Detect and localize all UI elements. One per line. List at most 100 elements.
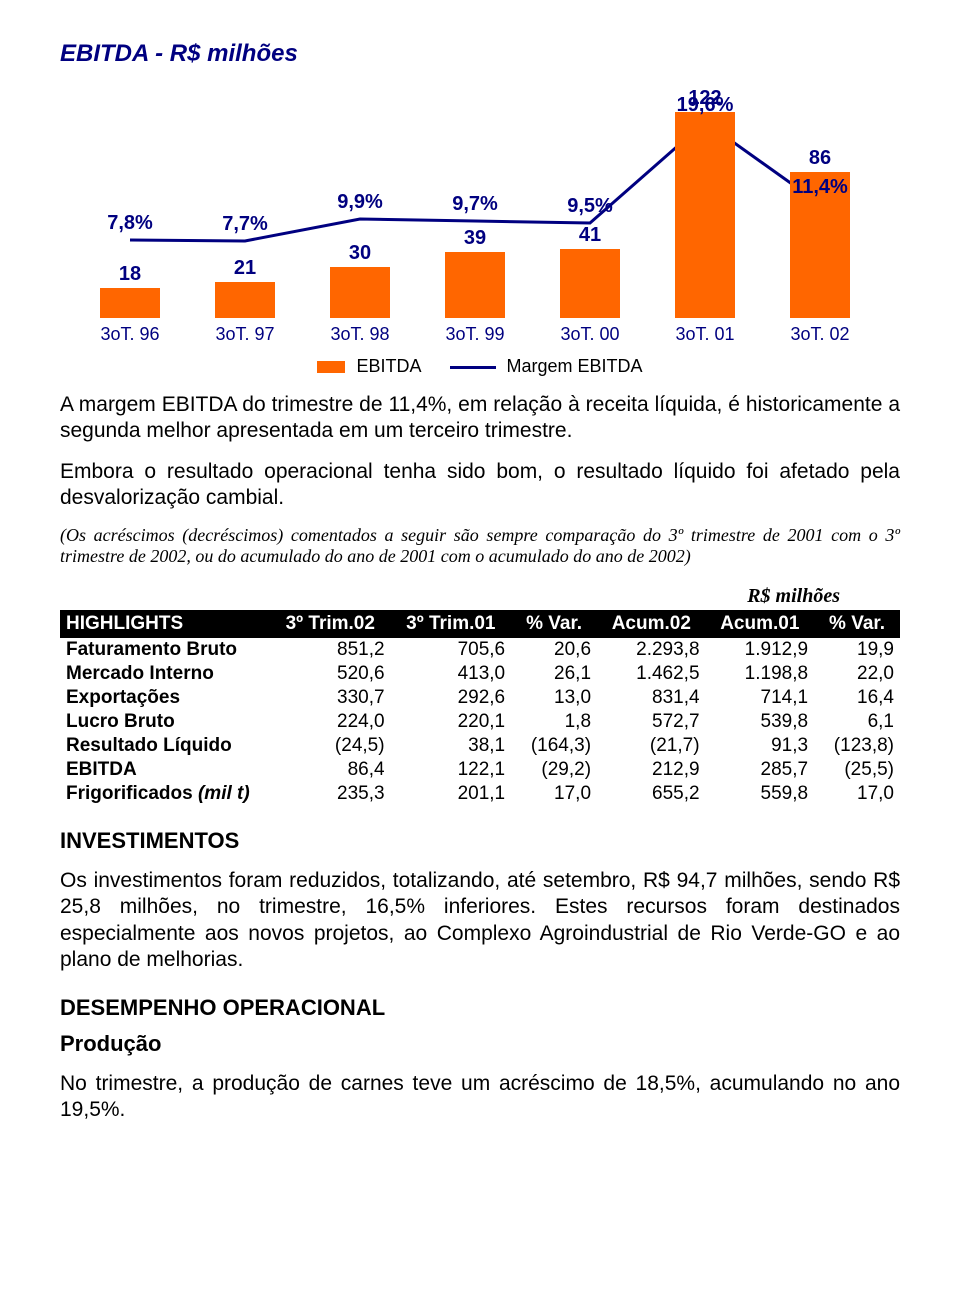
bar-3oT.97: 21 (215, 257, 275, 318)
pct-label: 7,8% (107, 212, 153, 235)
paragraph-resultado: Embora o resultado operacional tenha sid… (60, 459, 900, 512)
table-cell: 6,1 (814, 710, 900, 734)
table-cell: 559,8 (706, 782, 815, 806)
row-label: Frigorificados (mil t) (60, 782, 270, 806)
table-row: Faturamento Bruto851,2705,620,62.293,81.… (60, 638, 900, 662)
xaxis-label: 3oT. 97 (215, 324, 274, 345)
section-investimentos-body: Os investimentos foram reduzidos, totali… (60, 868, 900, 973)
table-cell: 292,6 (391, 686, 512, 710)
bar-rect (330, 267, 390, 318)
legend-bar-label: EBITDA (356, 356, 420, 376)
table-cell: 705,6 (391, 638, 512, 662)
table-cell: 91,3 (706, 734, 815, 758)
bar-value-label: 21 (234, 257, 256, 280)
table-header: % Var. (814, 610, 900, 638)
table-cell: 413,0 (391, 662, 512, 686)
table-cell: 26,1 (511, 662, 597, 686)
table-cell: 655,2 (597, 782, 706, 806)
table-cell: 22,0 (814, 662, 900, 686)
table-header: HIGHLIGHTS (60, 610, 270, 638)
table-cell: (164,3) (511, 734, 597, 758)
pct-label: 7,7% (222, 213, 268, 236)
section-producao-body: No trimestre, a produção de carnes teve … (60, 1071, 900, 1124)
table-header: Acum.01 (706, 610, 815, 638)
bar-rect (100, 288, 160, 318)
highlights-table: HIGHLIGHTS3º Trim.023º Trim.01% Var.Acum… (60, 610, 900, 806)
table-cell: 1,8 (511, 710, 597, 734)
table-cell: 714,1 (706, 686, 815, 710)
pct-label: 9,9% (337, 191, 383, 214)
pct-label: 9,5% (567, 195, 613, 218)
row-label: Exportações (60, 686, 270, 710)
table-cell: 16,4 (814, 686, 900, 710)
table-header: Acum.02 (597, 610, 706, 638)
legend-line-swatch (450, 366, 496, 369)
bar-rect (560, 249, 620, 318)
table-cell: (21,7) (597, 734, 706, 758)
paragraph-note-italic: (Os acréscimos (decréscimos) comentados … (60, 525, 900, 567)
table-cell: 220,1 (391, 710, 512, 734)
table-cell: (24,5) (270, 734, 391, 758)
table-cell: 19,9 (814, 638, 900, 662)
table-cell: 539,8 (706, 710, 815, 734)
table-row: Frigorificados (mil t)235,3201,117,0655,… (60, 782, 900, 806)
xaxis-label: 3oT. 01 (675, 324, 734, 345)
table-cell: (29,2) (511, 758, 597, 782)
row-label: Lucro Bruto (60, 710, 270, 734)
bar-value-label: 86 (809, 147, 831, 170)
pct-label: 9,7% (452, 193, 498, 216)
row-label: Resultado Líquido (60, 734, 270, 758)
table-cell: 235,3 (270, 782, 391, 806)
bar-3oT.02: 86 (790, 147, 850, 318)
table-row: Resultado Líquido(24,5)38,1(164,3)(21,7)… (60, 734, 900, 758)
legend-bar-swatch (317, 361, 345, 373)
bar-rect (675, 112, 735, 318)
table-cell: 17,0 (511, 782, 597, 806)
table-cell: 851,2 (270, 638, 391, 662)
table-cell: 212,9 (597, 758, 706, 782)
table-header: % Var. (511, 610, 597, 638)
table-row: Exportações330,7292,613,0831,4714,116,4 (60, 686, 900, 710)
bar-value-label: 30 (349, 242, 371, 265)
bar-3oT.96: 18 (100, 263, 160, 318)
table-cell: 520,6 (270, 662, 391, 686)
bar-value-label: 41 (579, 224, 601, 247)
row-label: Faturamento Bruto (60, 638, 270, 662)
table-cell: 831,4 (597, 686, 706, 710)
bar-rect (215, 282, 275, 318)
chart-legend: EBITDA Margem EBITDA (70, 356, 890, 377)
table-cell: 122,1 (391, 758, 512, 782)
bar-rect (445, 252, 505, 318)
table-cell: 20,6 (511, 638, 597, 662)
table-cell: 2.293,8 (597, 638, 706, 662)
paragraph-margin-ebitda: A margem EBITDA do trimestre de 11,4%, e… (60, 392, 900, 445)
table-cell: (25,5) (814, 758, 900, 782)
table-cell: 201,1 (391, 782, 512, 806)
bar-3oT.99: 39 (445, 227, 505, 318)
bar-value-label: 39 (464, 227, 486, 250)
table-cell: 1.912,9 (706, 638, 815, 662)
table-cell: 86,4 (270, 758, 391, 782)
table-cell: 330,7 (270, 686, 391, 710)
table-row: Mercado Interno520,6413,026,11.462,51.19… (60, 662, 900, 686)
bar-3oT.98: 30 (330, 242, 390, 318)
table-cell: 285,7 (706, 758, 815, 782)
table-cell: 1.462,5 (597, 662, 706, 686)
section-investimentos-title: INVESTIMENTOS (60, 828, 900, 854)
pct-label: 19,6% (677, 94, 734, 117)
section-producao-title: Produção (60, 1031, 900, 1057)
pct-label: 11,4% (792, 176, 848, 199)
bar-3oT.00: 41 (560, 224, 620, 318)
xaxis-label: 3oT. 99 (445, 324, 504, 345)
table-header: 3º Trim.01 (391, 610, 512, 638)
legend-line-label: Margem EBITDA (507, 356, 643, 376)
table-cell: 38,1 (391, 734, 512, 758)
table-header: 3º Trim.02 (270, 610, 391, 638)
row-label: Mercado Interno (60, 662, 270, 686)
xaxis-label: 3oT. 96 (100, 324, 159, 345)
row-label: EBITDA (60, 758, 270, 782)
bar-3oT.01: 122 (675, 87, 735, 318)
section-desempenho-title: DESEMPENHO OPERACIONAL (60, 995, 900, 1021)
table-cell: 17,0 (814, 782, 900, 806)
table-cell: 13,0 (511, 686, 597, 710)
